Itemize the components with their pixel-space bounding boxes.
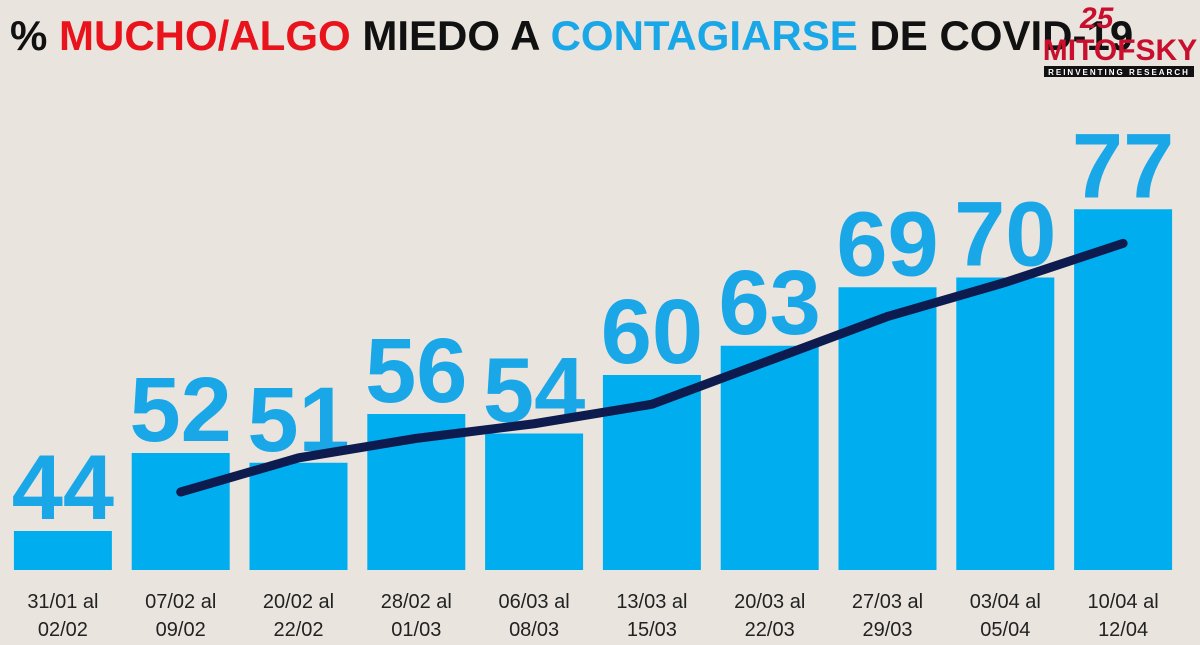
x-tick-label: 01/03 <box>391 619 441 641</box>
x-tick-label: 03/04 al <box>970 591 1041 613</box>
x-tick-label: 29/03 <box>862 619 912 641</box>
x-tick-label: 28/02 al <box>381 591 452 613</box>
bar <box>1074 209 1173 570</box>
x-tick-label: 09/02 <box>156 619 206 641</box>
title-part: DE COVID-19 <box>858 12 1133 59</box>
logo-number: 25 <box>1079 2 1115 35</box>
value-label: 44 <box>12 437 114 539</box>
x-tick-label: 22/03 <box>745 619 795 641</box>
chart-title: % MUCHO/ALGO MIEDO A CONTAGIARSE DE COVI… <box>10 12 1133 59</box>
x-tick-label: 13/03 al <box>616 591 687 613</box>
bar <box>13 531 112 570</box>
bar <box>956 277 1055 570</box>
logo-bar <box>1044 66 1194 77</box>
x-tick-label: 05/04 <box>980 619 1030 641</box>
bar <box>249 462 348 570</box>
trend-line <box>176 238 1128 497</box>
bar <box>485 433 584 570</box>
bar <box>131 453 230 570</box>
x-tick-label: 08/03 <box>509 619 559 641</box>
value-label: 56 <box>365 320 467 422</box>
value-label: 77 <box>1072 115 1174 217</box>
x-tick-label: 31/01 al <box>27 591 98 613</box>
x-tick-label: 15/03 <box>627 619 677 641</box>
title-part: MUCHO/ALGO <box>59 12 351 59</box>
title-part: % <box>10 12 59 59</box>
title-part: MIEDO A <box>351 12 551 59</box>
value-label: 69 <box>836 193 938 295</box>
x-tick-label: 22/02 <box>273 619 323 641</box>
value-label: 63 <box>719 252 821 354</box>
logo: 25 MITOFSKY REINVENTING RESEARCH <box>1043 2 1197 77</box>
bar <box>720 345 819 570</box>
bar <box>838 287 937 570</box>
x-tick-label: 02/02 <box>38 619 88 641</box>
logo-tagline: REINVENTING RESEARCH <box>1048 68 1190 77</box>
value-label: 60 <box>601 281 703 383</box>
x-tick-label: 20/03 al <box>734 591 805 613</box>
x-tick-label: 10/04 al <box>1088 591 1159 613</box>
x-tick-label: 12/04 <box>1098 619 1148 641</box>
x-tick-label: 07/02 al <box>145 591 216 613</box>
x-tick-label: 20/02 al <box>263 591 334 613</box>
logo-name: MITOFSKY <box>1043 34 1197 67</box>
title-part: CONTAGIARSE <box>551 12 858 59</box>
x-tick-label: 06/03 al <box>499 591 570 613</box>
value-label: 52 <box>130 359 232 461</box>
x-tick-label: 27/03 al <box>852 591 923 613</box>
